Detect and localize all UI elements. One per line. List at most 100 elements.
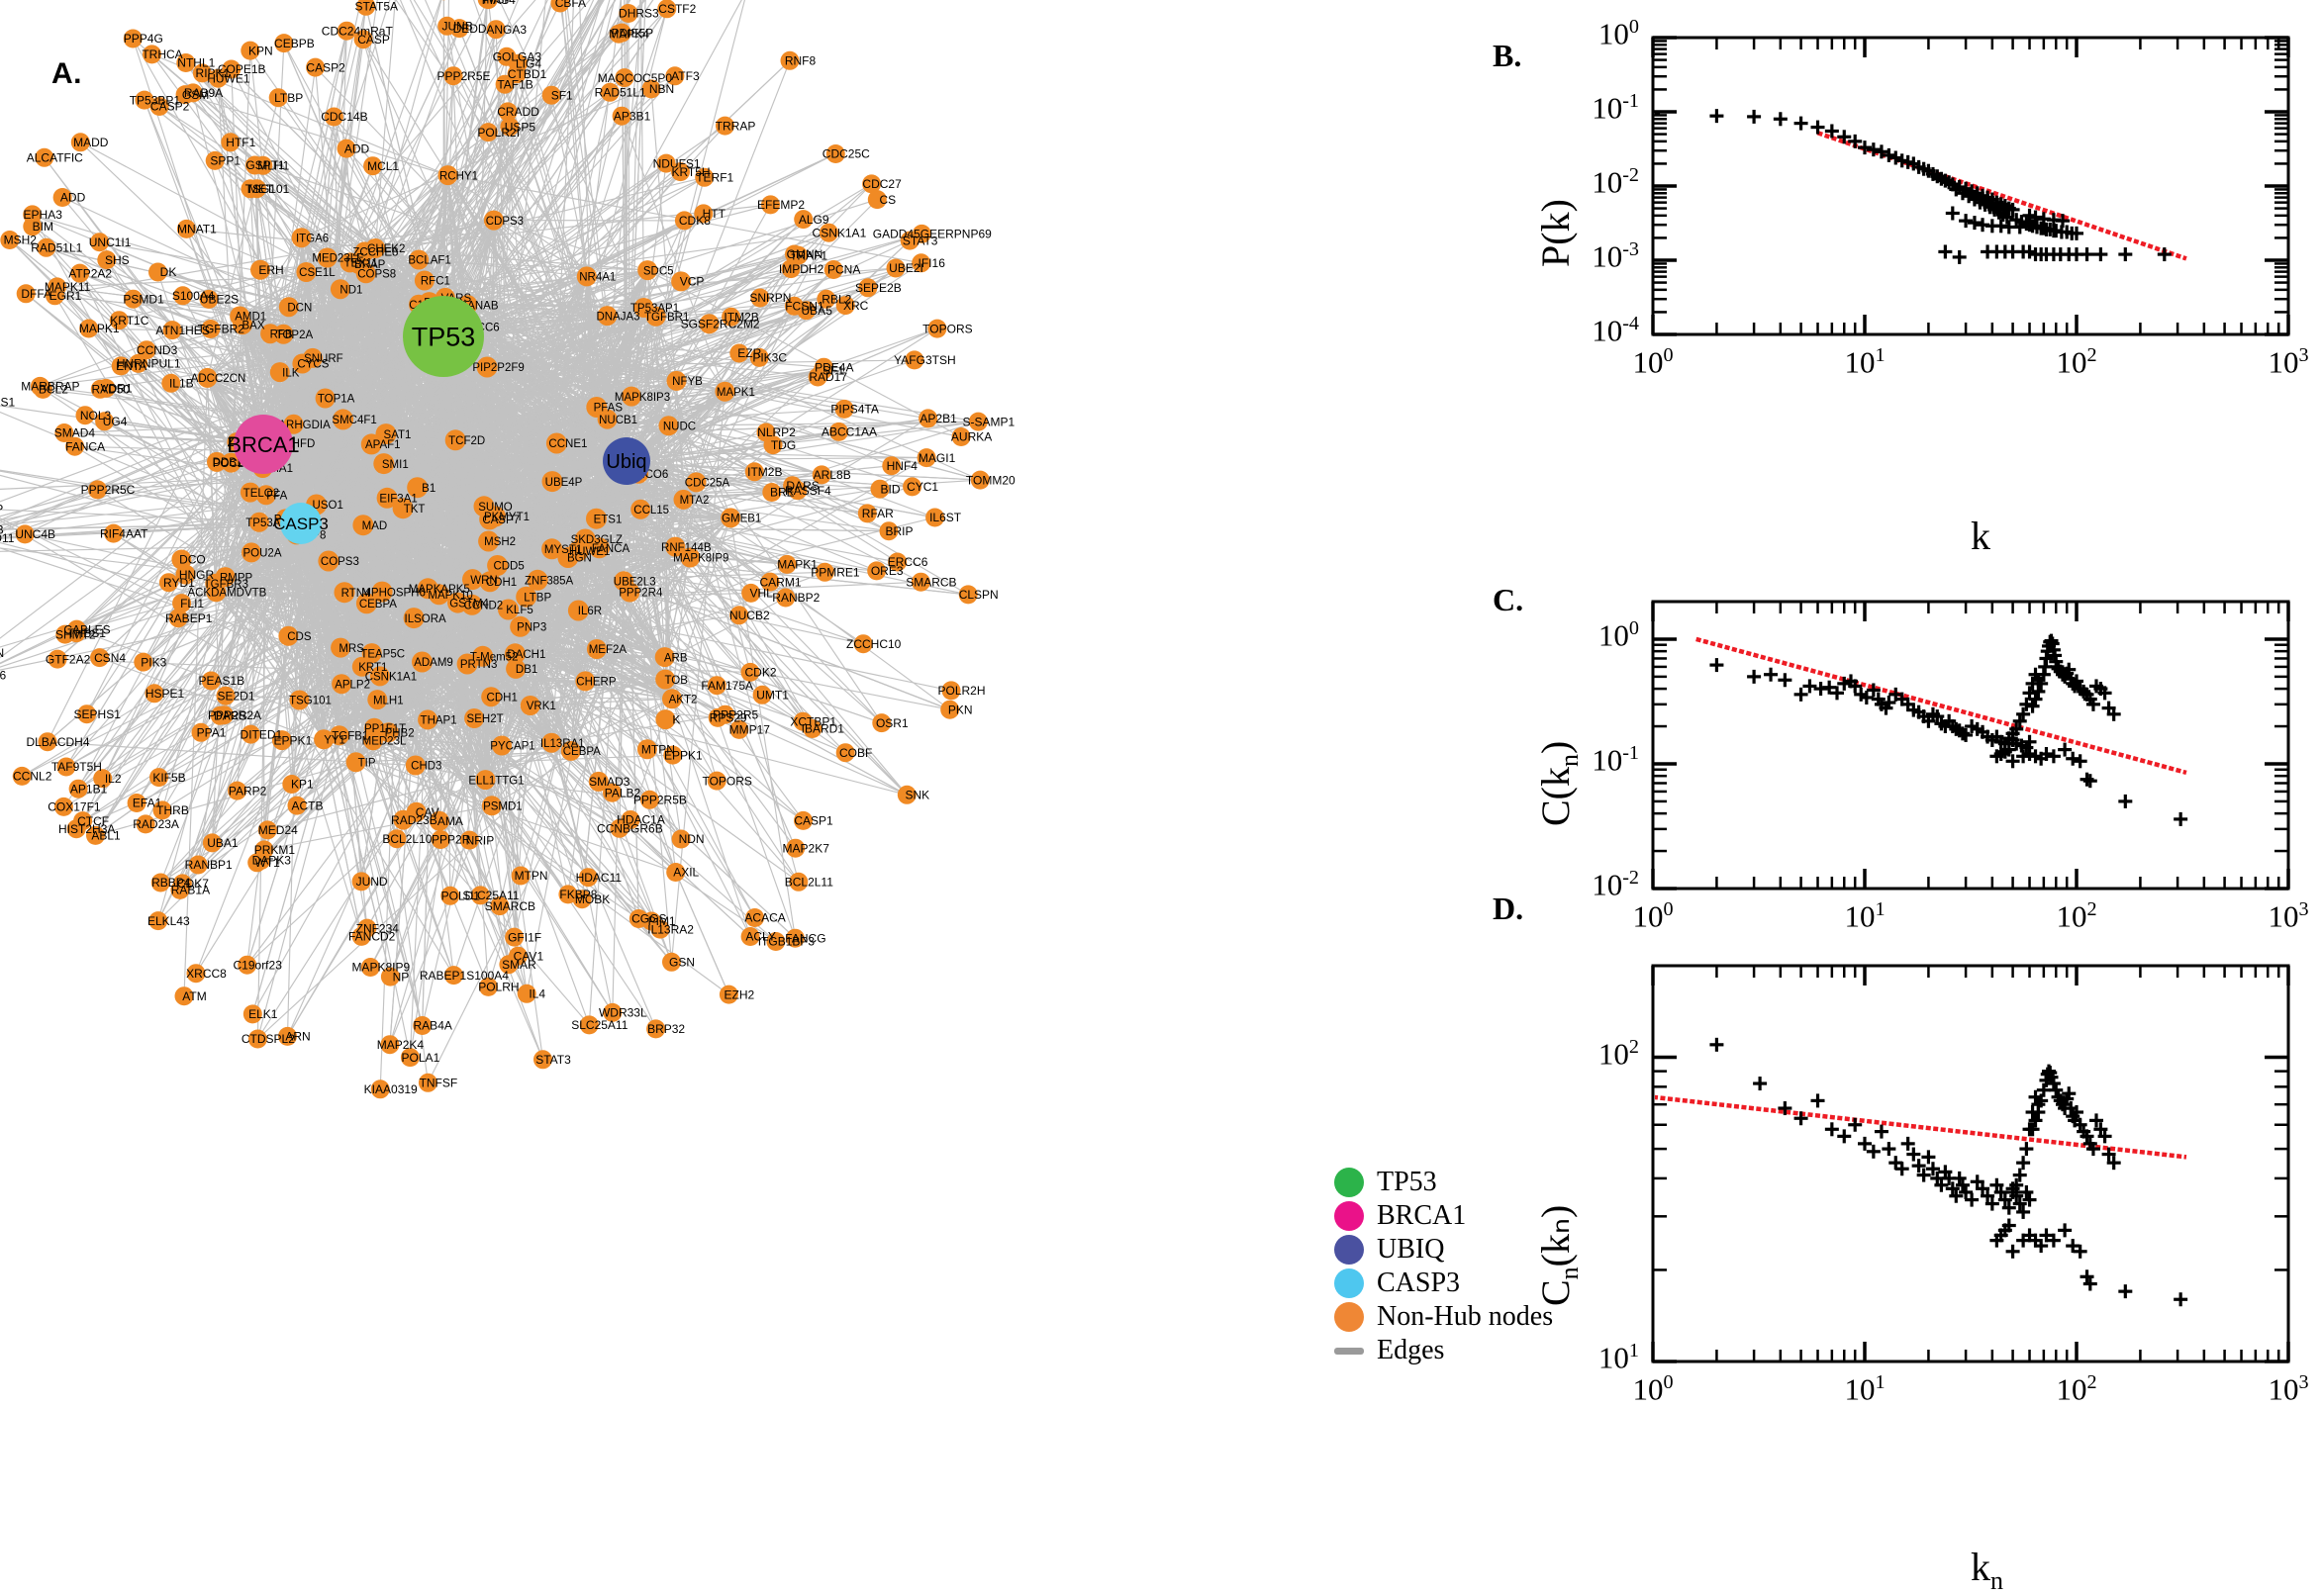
node-label: PSMD1 [483,801,523,813]
node-label: TAF9T5H [51,760,102,774]
node-label: SUMO [478,502,513,514]
node-label: ATP2A2 [68,266,112,280]
node-label: CEBPA [563,746,601,758]
node-label: MADD [73,136,109,149]
node-label: BCL2L10 [382,832,432,846]
legend-label: Edges [1377,1335,1444,1366]
node-label: HUWE1 [569,546,611,558]
node-label: RTN4 [341,588,371,600]
node-label: ITM2B [747,465,782,479]
node-label: TKT [404,504,426,516]
node-label: MLH1 [257,159,289,173]
node-label: TOMM20 [966,473,1016,487]
node-label: TOP1A [318,394,355,406]
node-label: PPMRE1 [811,566,860,580]
node-label: ACTB [291,798,323,812]
node-label: T-Mem52 [470,652,519,664]
node-label: MAPK11 [45,280,91,294]
node-label: PNP3 [517,622,546,634]
legend-edge-swatch [1334,1348,1364,1355]
node-label: ACKDAMDVTB [187,588,266,600]
node-label: UBA1 [207,836,239,850]
node-label: UBE2S [200,293,239,307]
node-label: SMC4F1 [332,415,376,426]
node-label: PIK3C [752,351,787,365]
node-label: IL6ST [929,511,962,524]
node-label: CDPS3 [486,216,524,228]
node-label: TCF2D [448,435,485,447]
node-label: KIF5B [152,771,185,785]
node-label: MAPK1 [79,322,120,335]
node-label: STAT5A [355,0,399,14]
node-label: BIM [33,220,53,234]
node-label: CSN4 [94,651,126,665]
node-label: ACLY [745,930,775,944]
node-label: EZH2 [725,987,755,1001]
node-label: ILSORA [405,613,447,625]
node-label: IL6R [578,606,602,617]
node-label: BID [880,482,900,496]
x-tick-label: 101 [1831,344,1898,380]
panel-d-chart[interactable] [1477,891,2322,1595]
node-label: HTF1 [226,136,255,149]
node-label: MOBK [575,892,610,906]
node-label: STAT3 [535,1053,571,1067]
node-label: GTF2A2 [46,652,91,666]
node-label: POU2A [243,548,282,560]
node-label: COX17F1 [48,800,101,814]
node-label: CCND3 [137,343,178,357]
node-label: RFC1 [421,276,450,288]
node-label: POLD1 [441,890,481,903]
node-label: SMAD3 [589,775,630,789]
legend-label: CASP3 [1377,1267,1460,1299]
hub-label-brca1: BRCA1 [227,432,299,457]
node-label: USP5 [505,120,536,134]
node-label: POLR2H [937,684,985,698]
node-label: CCND2 [464,601,504,612]
node-label: ADD [344,141,370,155]
node-label: ANGA3 [486,23,527,37]
node-label: RIPK1 [196,66,231,80]
node-label: TRAF1 [790,248,827,262]
x-tick-label: 103 [2255,344,2322,380]
node-label: PPP2R [432,833,471,847]
legend-label: TP53 [1377,1167,1437,1198]
node-label: STAT3 [903,234,938,247]
node-label: TP53BP1 [130,93,181,107]
node-label: TRRAP [716,119,756,133]
node-label: VCP [680,275,705,289]
y-tick-label: 10-1 [1592,90,1639,126]
node-label: AKT2 [669,695,698,706]
node-label: RCHY1 [439,170,478,182]
node-label: CDK7 [177,877,209,891]
node-label: WRN [470,575,497,587]
node-label: EPPK1 [274,733,313,747]
node-label: VRK1 [527,701,556,712]
node-label: ALG9 [799,213,829,227]
node-label: PPP2R5 [713,707,758,721]
node-label: CHD3 [411,761,441,773]
hub-label-tp53: TP53 [412,323,476,352]
node-label: ZCCHC10 [846,637,902,651]
node-label: UNC4B [15,527,55,541]
node-label: CSE1L [299,267,336,279]
node-label: BCL2 [39,383,68,397]
node-label: SMARCB [485,899,535,913]
node-label: NUDC [663,422,696,433]
node-label: CASP2 [306,60,345,74]
y-tick-label: 10-2 [1592,164,1639,200]
network-graph[interactable]: ARL8BTAF1BAMAMAGI1ABCC1AADHRS3ALG9RNF144… [0,0,1475,1595]
node-label: PPP4G [124,32,163,46]
node-label: XRC [843,299,869,313]
node-label: MAP2K4 [377,1038,425,1052]
node-label: SLC25A11 [571,1018,628,1032]
node-label: MET [248,182,274,196]
node-label: SNK [905,789,929,802]
node-label: PFAS [594,403,624,415]
node-label: MNAT1 [177,223,217,236]
node-label: HSPE1 [145,687,185,701]
non-hub-nodes[interactable] [0,0,990,1098]
node-label: TOPORS [922,322,972,335]
node-label: BCLAF1 [408,255,450,267]
node-label: UQCRFS1 [0,396,15,410]
